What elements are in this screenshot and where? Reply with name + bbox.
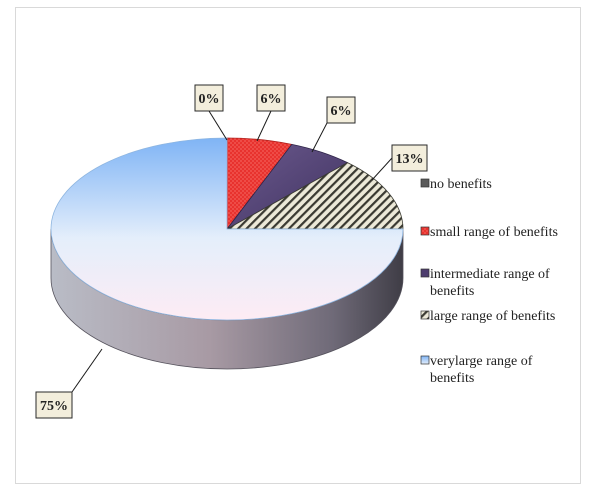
label-leader-line: [311, 122, 328, 153]
legend-item-4: large range of benefits: [420, 309, 555, 324]
legend-item-3: intermediate range of benefits: [420, 267, 550, 299]
label-box: [391, 144, 428, 172]
pie-slices: [50, 137, 404, 370]
label-leader-line: [256, 110, 272, 142]
label-box: [256, 84, 286, 112]
legend-item-2: small range of benefits: [420, 225, 558, 240]
legend-swatch: [420, 178, 430, 188]
label-box: [194, 84, 224, 112]
legend-label: intermediate range of: [430, 267, 550, 282]
legend-label: no benefits: [430, 177, 492, 192]
pie-chart: 0% 6% 6% 13% 75% no benefits small range of b…: [35, 84, 558, 419]
legend-swatch: [420, 268, 430, 278]
legend-swatch: [420, 226, 430, 236]
legend-label: benefits: [430, 284, 474, 299]
data-label-5: 75%: [35, 348, 103, 419]
label-leader-line: [71, 348, 103, 393]
legend-swatch: [420, 355, 430, 365]
label-box: [326, 96, 356, 124]
data-label-2: 6%: [256, 84, 286, 142]
pie-callouts: 0% 6% 6% 13% 75%: [35, 84, 428, 419]
label-leader-line: [208, 110, 228, 141]
data-label-text: 75%: [40, 399, 68, 414]
pie-slice-5: [50, 137, 404, 321]
legend-label: verylarge range of: [430, 354, 533, 369]
data-label-text: 0%: [199, 92, 220, 107]
legend-label: large range of benefits: [430, 309, 555, 324]
pie-slice-4: [226, 162, 404, 230]
legend-swatch: [420, 310, 430, 320]
data-label-text: 13%: [396, 152, 424, 167]
legend-item-1: no benefits: [420, 177, 492, 192]
data-label-text: 6%: [261, 92, 282, 107]
legend-label: small range of benefits: [430, 225, 558, 240]
legend-label: benefits: [430, 371, 474, 386]
legend-item-5: verylarge range of benefits: [420, 354, 533, 386]
data-label-4: 13%: [371, 144, 428, 181]
chart-legend: no benefits small range of benefits interm…: [420, 177, 558, 386]
chart-frame: 0% 6% 6% 13% 75% no benefits small range of b…: [15, 7, 581, 484]
data-label-1: 0%: [194, 84, 228, 141]
label-box: [35, 391, 73, 419]
data-label-text: 6%: [331, 104, 352, 119]
label-leader-line: [371, 157, 393, 181]
data-label-3: 6%: [311, 96, 356, 153]
